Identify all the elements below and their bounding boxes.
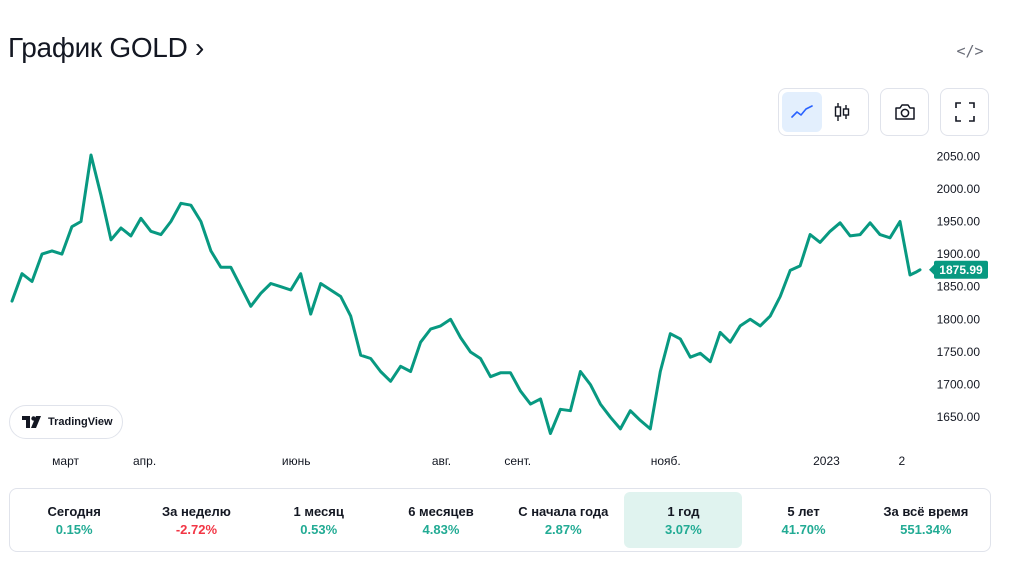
- period-tab[interactable]: Сегодня 0.15%: [13, 492, 135, 548]
- x-tick-label: март: [52, 454, 79, 468]
- fullscreen-group: [940, 88, 989, 136]
- line-chart-button[interactable]: [782, 92, 822, 132]
- period-change-value: 0.15%: [55, 521, 93, 537]
- snapshot-group: [880, 88, 929, 136]
- period-label: 6 месяцев: [408, 503, 474, 519]
- x-tick-label: июнь: [282, 454, 311, 468]
- snapshot-button[interactable]: [885, 92, 925, 132]
- period-label: 1 месяц: [293, 503, 344, 519]
- y-axis: 1650.00 1700.00 1750.00 1800.00 1850.00 1900.…: [937, 149, 981, 424]
- period-change-value: 3.07%: [664, 521, 702, 537]
- period-label: 5 лет: [787, 503, 820, 519]
- period-tab[interactable]: 5 лет 41.70%: [742, 492, 864, 548]
- period-change-value: 2.87%: [544, 521, 582, 537]
- y-tick-label: 1700.00: [937, 378, 981, 392]
- period-tab[interactable]: За неделю -2.72%: [135, 492, 257, 548]
- x-tick-label: апр.: [133, 454, 156, 468]
- period-label: С начала года: [518, 503, 609, 519]
- period-tab[interactable]: 1 год 3.07%: [624, 492, 743, 548]
- period-performance-bar: Сегодня 0.15% За неделю -2.72% 1 месяц 0.53% 6…: [9, 488, 991, 552]
- y-tick-label: 2000.00: [937, 182, 981, 196]
- last-price-badge: [934, 260, 988, 279]
- x-tick-label: сент.: [504, 454, 531, 468]
- period-label: Сегодня: [47, 503, 101, 519]
- price-chart[interactable]: 1650.00 1700.00 1750.00 1800.00 1850.00 1900.…: [0, 140, 1020, 475]
- x-tick-label: авг.: [432, 454, 451, 468]
- code-icon: </>: [956, 42, 984, 60]
- y-tick-label: 1750.00: [937, 345, 981, 359]
- period-label: За всё время: [883, 503, 969, 519]
- candlestick-icon: [834, 103, 850, 121]
- last-price-label: 1875.99: [929, 260, 988, 279]
- y-tick-label: 1650.00: [937, 410, 981, 424]
- period-change-value: 4.83%: [422, 521, 460, 537]
- period-change-value: 41.70%: [781, 521, 826, 537]
- period-tab[interactable]: 6 месяцев 4.83%: [380, 492, 502, 548]
- period-label: За неделю: [161, 503, 231, 519]
- y-tick-label: 1900.00: [937, 247, 981, 261]
- period-tab[interactable]: За всё время 551.34%: [865, 492, 987, 548]
- last-price-text: 1875.99: [939, 263, 983, 277]
- x-tick-label: нояб.: [651, 454, 681, 468]
- x-tick-label: 2023: [813, 454, 840, 468]
- embed-code-button[interactable]: </>: [955, 38, 985, 64]
- chart-type-switcher: [778, 88, 869, 136]
- tradingview-logo[interactable]: TradingView: [9, 405, 123, 439]
- y-tick-label: 1800.00: [937, 312, 981, 326]
- y-tick-label: 2050.00: [937, 149, 981, 163]
- x-axis: март апр. июнь авг. сент. нояб. 2023 2: [52, 454, 905, 468]
- line-chart-icon: [791, 105, 813, 118]
- period-change-value: 0.53%: [300, 521, 338, 537]
- period-tab[interactable]: 1 месяц 0.53%: [258, 492, 380, 548]
- last-price-pointer: [929, 264, 934, 275]
- page-title[interactable]: График GOLD ›: [8, 32, 204, 63]
- candlestick-chart-button[interactable]: [822, 92, 862, 132]
- tradingview-logo-icon: [22, 416, 41, 428]
- period-label: 1 год: [667, 503, 700, 519]
- price-series-line: [10, 153, 922, 435]
- x-tick-label: 2: [898, 454, 905, 468]
- camera-icon: [894, 104, 915, 120]
- fullscreen-icon: [954, 102, 975, 122]
- y-tick-label: 1950.00: [937, 215, 981, 229]
- fullscreen-button[interactable]: [945, 92, 985, 132]
- period-change-value: 551.34%: [900, 521, 952, 537]
- period-change-value: -2.72%: [175, 521, 218, 537]
- period-tab[interactable]: С начала года 2.87%: [502, 492, 624, 548]
- y-tick-label: 1850.00: [937, 280, 981, 294]
- tradingview-logo-text: TradingView: [48, 416, 113, 428]
